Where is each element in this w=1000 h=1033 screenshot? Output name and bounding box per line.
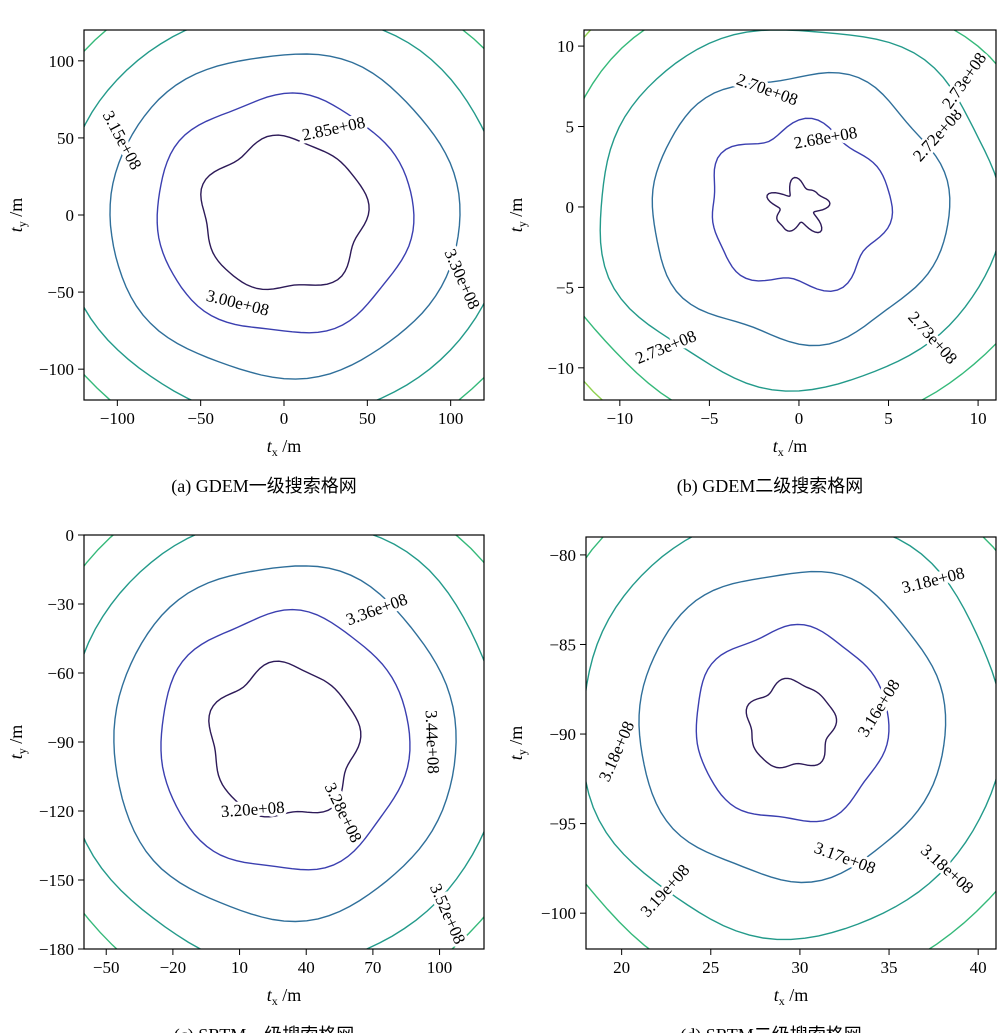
contour-line-2 [638,570,947,884]
y-tick-label: 0 [66,206,75,225]
y-axis-label: ty /m [6,725,29,760]
x-tick-label: 0 [280,409,289,428]
x-tick-label: 100 [427,958,453,977]
x-tick-label: 25 [702,958,719,977]
contour-line-3 [599,30,996,392]
y-tick-label: 0 [66,526,75,545]
x-tick-label: 50 [359,409,376,428]
y-tick-label: 100 [49,52,75,71]
x-tick-label: 70 [364,958,381,977]
x-tick-label: 100 [438,409,464,428]
contour-line-1 [711,117,894,293]
contour-line-2 [113,565,457,923]
x-tick-label: 10 [231,958,248,977]
y-tick-label: −95 [549,815,576,834]
contour-line-3 [84,30,484,400]
contour-line-1 [156,92,415,334]
contour-line-2 [109,53,461,380]
y-tick-label: 0 [566,198,575,217]
y-tick-label: 50 [57,129,74,148]
y-tick-label: −85 [549,635,576,654]
plot-frame [585,536,997,950]
y-tick-label: −100 [39,360,74,379]
contour-line-1 [695,623,890,823]
x-tick-label: 0 [795,409,804,428]
contour-line-2 [651,71,951,347]
x-tick-label: 30 [791,958,808,977]
chart-a: 2.85e+083.00e+083.15e+083.30e+08−100 −50 0… [6,29,487,497]
x-tick-label: −100 [100,409,135,428]
panel-caption: (a) GDEM一级搜索格网 [171,476,356,497]
x-tick-label: −50 [187,409,214,428]
y-tick-label: −90 [549,725,576,744]
y-tick-label: −150 [39,871,74,890]
y-tick-label: −80 [549,546,576,565]
x-tick-label: 35 [881,958,898,977]
y-tick-label: 10 [557,37,574,56]
plot-area [84,30,484,400]
x-tick-label: −50 [93,958,120,977]
contour-line-0 [208,660,362,818]
x-tick-label: −5 [700,409,718,428]
y-tick-label: −60 [47,664,74,683]
plot-area [84,535,484,949]
contour-line-0 [766,176,831,234]
x-tick-label: 20 [613,958,630,977]
y-tick-label: −120 [39,802,74,821]
plot-area [586,537,996,949]
y-tick-label: 5 [566,118,575,137]
contour-label: 3.44e+08 [422,710,443,775]
x-tick-label: 10 [970,409,987,428]
y-tick-label: −180 [39,940,74,959]
y-axis-label: ty /m [506,726,529,761]
y-tick-label: −90 [47,733,74,752]
x-axis-label: tx /m [774,985,809,1008]
contour-line-0 [745,677,838,769]
x-tick-label: 5 [884,409,893,428]
x-tick-label: −20 [160,958,187,977]
chart-d: 3.16e+083.17e+083.18e+083.18e+083.18e+08… [506,536,997,1033]
panel-caption: (d) SRTM二级搜索格网 [680,1025,861,1033]
x-axis-label: tx /m [267,985,302,1008]
y-tick-label: −50 [47,283,74,302]
x-axis-label: tx /m [267,436,302,459]
y-tick-label: −10 [547,359,574,378]
y-tick-label: −30 [47,595,74,614]
panel-caption: (b) GDEM二级搜索格网 [677,476,864,497]
y-axis-label: ty /m [506,198,529,233]
contour-line-3 [586,537,996,941]
y-tick-label: −5 [556,278,574,297]
x-tick-label: −10 [607,409,634,428]
contour-line-0 [200,134,370,291]
panel-caption: (c) SRTM一级搜索格网 [174,1025,354,1033]
x-axis-label: tx /m [773,436,808,459]
contour-line-3 [84,535,484,949]
x-tick-label: 40 [970,958,987,977]
chart-b: 2.68e+082.70e+082.72e+082.73e+082.73e+08… [506,29,997,497]
chart-c: 3.20e+08 3.28e+083.36e+083.44e+083.52e+08… [6,526,485,1033]
y-axis-label: ty /m [6,198,29,233]
x-tick-label: 40 [298,958,315,977]
plot-frame [583,29,997,401]
contour-line-1 [160,608,411,871]
y-tick-label: −100 [541,904,576,923]
